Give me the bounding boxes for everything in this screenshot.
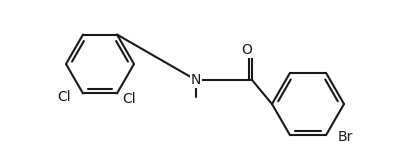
Text: N: N bbox=[191, 73, 201, 87]
Text: O: O bbox=[242, 43, 253, 57]
Text: Cl: Cl bbox=[58, 90, 71, 104]
Text: Cl: Cl bbox=[122, 92, 135, 106]
Text: Br: Br bbox=[338, 130, 353, 144]
